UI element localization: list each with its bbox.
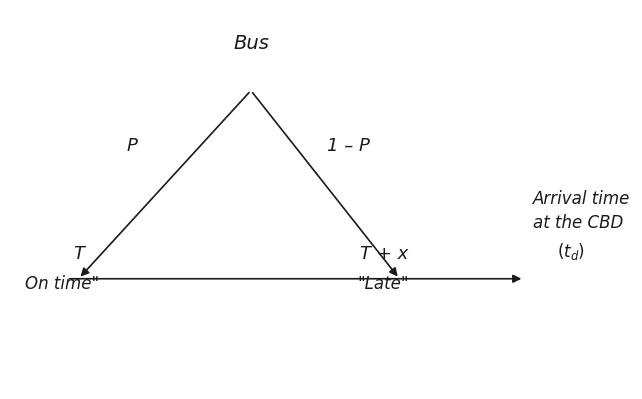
Text: $(t_d)$: $(t_d)$ [557,241,585,261]
Text: 1 – P: 1 – P [327,137,370,155]
Text: P: P [126,137,137,155]
Text: Bus: Bus [233,34,269,53]
Text: On time": On time" [25,275,100,293]
Text: T + x: T + x [360,245,409,263]
Text: T: T [73,245,84,263]
Text: at the CBD: at the CBD [533,214,623,232]
Text: Arrival time: Arrival time [533,190,630,209]
Text: "Late": "Late" [358,275,410,293]
